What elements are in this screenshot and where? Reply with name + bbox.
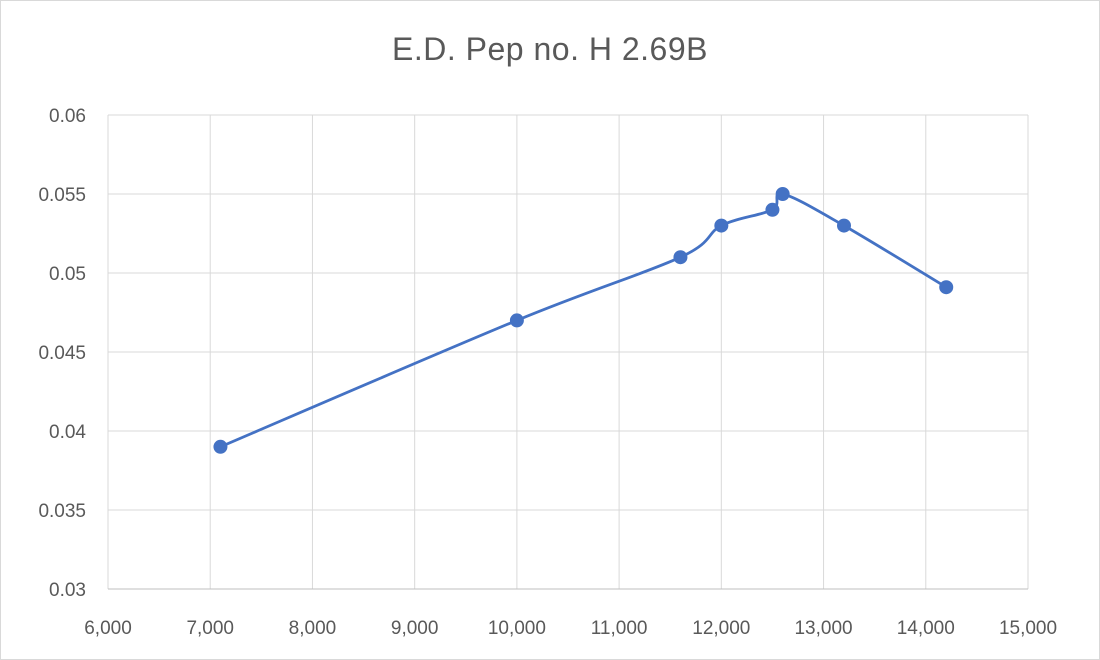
y-tick-label: 0.045 (38, 343, 86, 364)
data-point (775, 187, 790, 201)
x-tick-label: 13,000 (794, 618, 852, 639)
y-tick-label: 0.06 (49, 106, 86, 127)
data-point (673, 250, 688, 265)
x-tick-label: 9,000 (391, 618, 439, 639)
series-line (219, 192, 947, 449)
data-point (837, 218, 851, 233)
data-point (213, 439, 228, 454)
x-tick-label: 10,000 (488, 618, 546, 639)
x-tick-label: 14,000 (897, 618, 955, 639)
x-tick-label: 7,000 (186, 618, 234, 639)
y-tick-label: 0.035 (38, 501, 86, 522)
x-tick-label: 8,000 (289, 618, 337, 639)
y-tick-label: 0.04 (49, 422, 86, 443)
y-tick-label: 0.055 (38, 185, 86, 206)
data-point (714, 218, 729, 233)
x-tick-label: 11,000 (591, 618, 648, 639)
x-tick-label: 6,000 (84, 618, 132, 639)
y-tick-label: 0.03 (49, 580, 86, 601)
x-tick-label: 15,000 (999, 618, 1057, 639)
chart-title: E.D. Pep no. H 2.69B (392, 31, 708, 67)
data-point (939, 280, 954, 295)
data-point (509, 313, 524, 328)
y-tick-label: 0.05 (49, 264, 86, 285)
x-tick-label: 12,000 (692, 618, 750, 639)
data-point (765, 202, 780, 217)
